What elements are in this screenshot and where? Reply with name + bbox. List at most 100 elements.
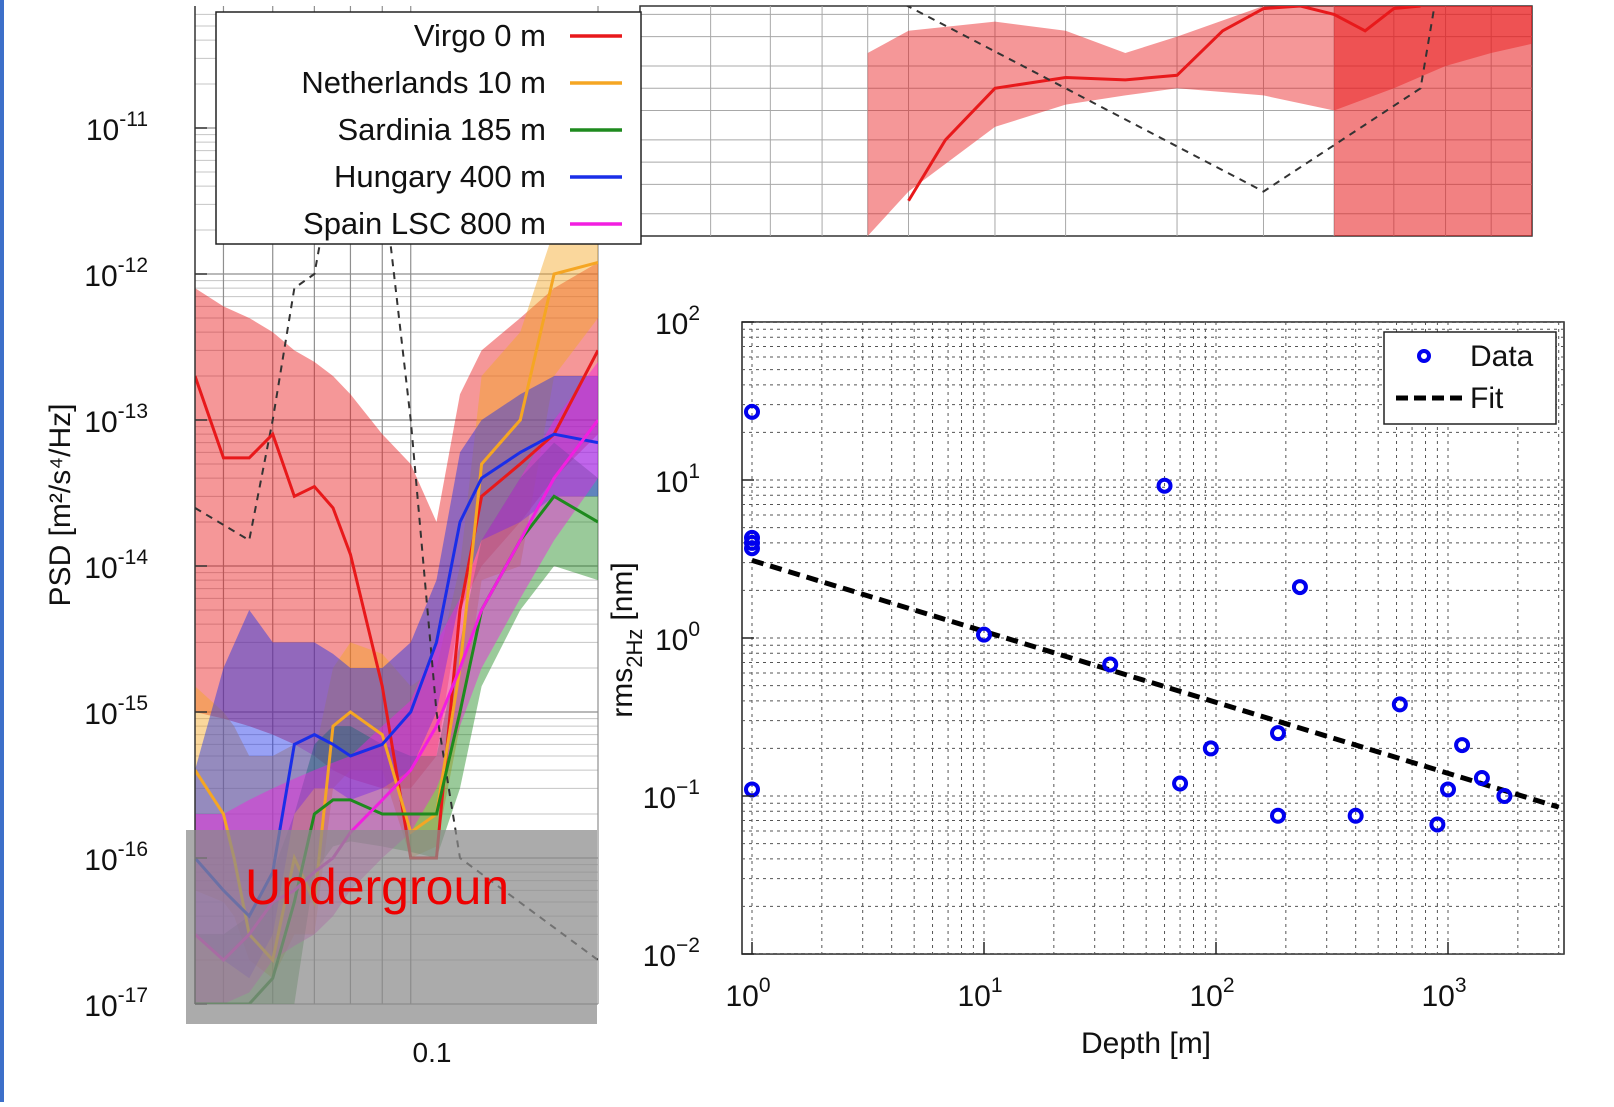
rms-data-point [744,403,760,420]
top-virgo-panel [639,5,1533,237]
rms-data-point [1202,740,1219,757]
rms-legend-label-data: Data [1470,340,1534,373]
rms-legend: Data Fit [1383,331,1557,425]
psd-legend-box [215,11,642,245]
rms-y-axis-label-text: rms2Hz [nm] [606,562,647,717]
rms-x-tick-exp: 1 [991,974,1003,997]
psd-y-tick-label: 10-15 [84,692,148,731]
psd-y-tick-label: 10-11 [86,108,148,147]
rms-y-tick-base: 10 [655,308,688,341]
rms-fit-line [751,557,1560,810]
rms-y-tick-base: 10 [643,782,676,815]
rms-data-point [1496,788,1513,804]
rms-data-point [976,626,992,643]
rms-x-tick-exp: 2 [1223,974,1235,997]
rms-x-tick-base: 10 [957,980,990,1013]
rms-x-tick-base: 10 [1189,980,1222,1013]
underground-label: Undergroun [245,859,509,915]
top-dashed-line [905,6,1436,193]
rms-legend-label-fit: Fit [1470,382,1504,415]
rms-data-point [1269,725,1286,742]
rms-y-tick-label: 101 [655,460,700,499]
rms-x-ticks: 100 101 102 103 [725,942,1467,1013]
rms-y-label-unit: [nm] [606,562,639,620]
rms-y-tick-exp: 1 [688,460,700,483]
rms-data-point [1454,737,1471,754]
rms-x-axis-label: Depth [m] [1081,1027,1211,1060]
underground-overlay [186,830,597,1024]
rms-data-point [1172,775,1189,792]
psd-y-tick-label: 10-16 [84,838,148,877]
rms-y-tick-base: 10 [655,624,688,657]
rms-y-tick-exp: −2 [676,934,700,957]
psd-y-tick-exp: -15 [118,692,148,715]
psd-y-tick-base: 10 [86,114,119,147]
rms-data-point [1347,807,1364,824]
psd-y-tick-exp: -12 [118,254,148,277]
psd-y-tick-exp: -14 [118,546,149,569]
rms-x-tick-base: 10 [1421,980,1454,1013]
rms-y-tick-base: 10 [643,940,676,973]
psd-legend-label: Netherlands 10 m [301,65,546,100]
psd-y-tick-label: 10-14 [84,546,148,585]
top-virgo-lines [905,6,1436,202]
rms-x-tick-exp: 3 [1455,974,1467,997]
rms-x-tick-label: 102 [1189,974,1234,1013]
rms-y-tick-label: 10−2 [643,934,700,973]
rms-data-point [1473,769,1490,786]
left-accent-border [0,0,4,1102]
rms-y-label-sub: 2Hz [622,629,647,668]
rms-data-point [744,534,760,551]
rms-y-label-main: rms [606,668,639,718]
rms-y-axis-label: rms2Hz [nm] [606,562,647,717]
psd-y-axis-label: PSD [m²/s⁴/Hz] [44,404,77,607]
rms-legend-box [1383,331,1557,425]
psd-legend: Virgo 0 m Netherlands 10 m Sardinia 185 m H… [215,11,642,245]
rms-data-point [1102,656,1119,673]
top-virgo-median [907,6,1421,202]
psd-line-virgo-0-m [195,349,598,860]
rms-grid [742,322,1564,954]
psd-y-tick-exp: -11 [119,108,148,131]
psd-y-tick-label: 10-17 [84,984,148,1023]
psd-y-tick-base: 10 [84,990,117,1023]
psd-y-tick-base: 10 [84,844,117,877]
psd-y-tick-label: 10-13 [84,400,148,439]
psd-legend-label: Virgo 0 m [414,18,546,53]
psd-y-tick-exp: -13 [118,400,148,423]
rms-legend-marker-data [1417,349,1431,363]
rms-y-tick-exp: −1 [676,776,700,799]
rms-plot-frame [741,321,1565,955]
rms-x-tick-exp: 0 [759,974,771,997]
rms-y-tick-label: 102 [655,302,700,341]
rms-data-point [1391,696,1408,713]
rms-x-tick-label: 103 [1421,974,1466,1013]
rms-y-tick-base: 10 [655,466,688,499]
rms-data-point [1269,807,1286,824]
rms-data-point [744,540,760,557]
psd-band-virgo-0-m [195,262,598,789]
psd-y-tick-exp: -17 [118,984,148,1007]
top-virgo-band [867,6,1532,236]
psd-band-netherlands-10-m [195,242,598,979]
psd-legend-label: Hungary 400 m [334,159,546,194]
rms-x-tick-base: 10 [725,980,758,1013]
psd-y-tick-base: 10 [84,260,117,293]
rms-y-tick-label: 100 [655,618,700,657]
rms-fit-dashed-line [751,557,1560,810]
rms-data-point [1156,477,1173,494]
psd-y-tick-label: 10-12 [84,254,148,293]
psd-band-hungary-400-m [195,376,598,979]
psd-y-tick-base: 10 [84,406,117,439]
rms-y-tick-label: 10−1 [643,776,700,815]
rms-x-tick-label: 100 [725,974,770,1013]
psd-legend-label: Sardinia 185 m [337,112,546,147]
rms-x-tick-label: 101 [957,974,1002,1013]
rms-data-point [1291,579,1308,596]
